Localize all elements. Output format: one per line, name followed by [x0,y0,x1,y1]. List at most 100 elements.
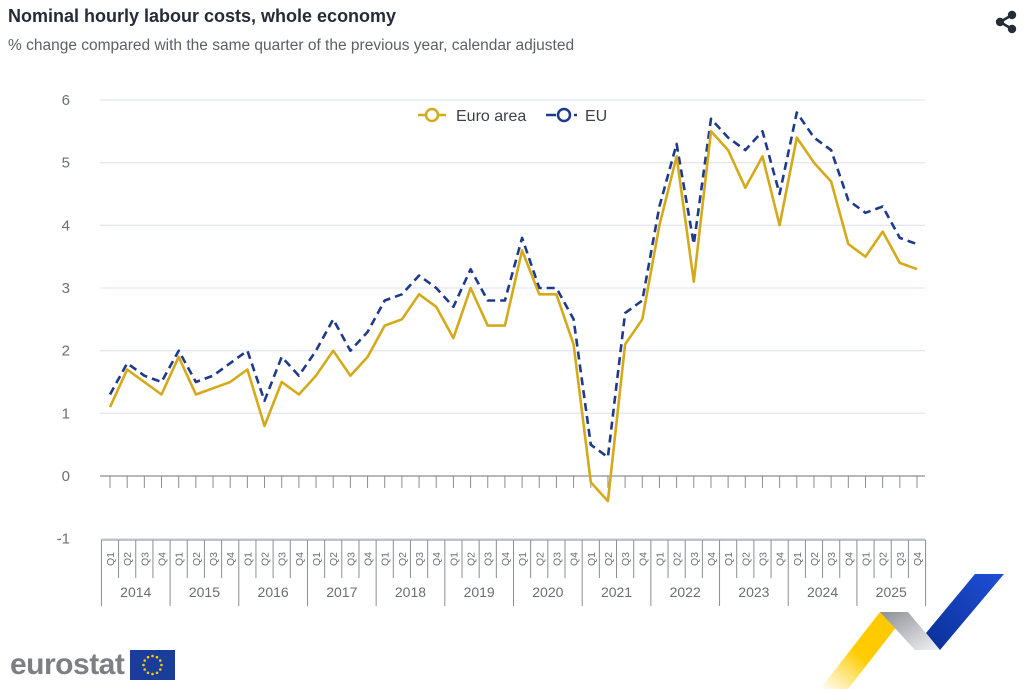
eurostat-logo[interactable]: eurostat [10,648,176,682]
data-point-eu[interactable] [380,296,390,306]
data-point-euro-area[interactable] [483,321,493,331]
data-point-eu[interactable] [878,202,888,212]
data-point-euro-area[interactable] [191,390,201,400]
data-point-eu[interactable] [500,296,510,306]
data-point-euro-area[interactable] [534,289,544,299]
data-point-eu[interactable] [431,283,441,293]
y-tick-label: 2 [62,343,70,360]
data-point-euro-area[interactable] [620,339,630,349]
y-axis: -1 0 1 2 3 4 5 6 [57,92,70,548]
data-point-euro-area[interactable] [448,333,458,343]
data-point-euro-area[interactable] [363,352,373,362]
data-point-eu[interactable] [225,358,235,368]
data-point-eu[interactable] [260,396,270,406]
data-point-euro-area[interactable] [208,383,218,393]
data-point-eu[interactable] [328,314,338,324]
data-point-eu[interactable] [208,371,218,381]
data-point-euro-area[interactable] [637,314,647,324]
data-point-euro-area[interactable] [397,314,407,324]
quarter-label: Q4 [569,552,581,566]
data-point-eu[interactable] [775,189,785,199]
data-point-eu[interactable] [792,108,802,118]
series-line-euro-area[interactable] [108,130,918,503]
data-point-euro-area[interactable] [328,346,338,356]
data-point-euro-area[interactable] [569,339,579,349]
data-point-euro-area[interactable] [775,220,785,230]
data-point-euro-area[interactable] [757,151,767,161]
data-point-euro-area[interactable] [105,402,115,412]
data-point-euro-area[interactable] [860,252,870,262]
quarter-label: Q2 [191,552,203,566]
data-point-eu[interactable] [414,270,424,280]
data-point-eu[interactable] [912,239,922,249]
data-point-euro-area[interactable] [277,377,287,387]
flag-star [156,671,159,675]
data-point-eu[interactable] [843,195,853,205]
data-point-euro-area[interactable] [500,321,510,331]
data-point-euro-area[interactable] [809,158,819,168]
data-point-eu[interactable] [397,289,407,299]
data-point-euro-area[interactable] [174,352,184,362]
data-point-eu[interactable] [448,302,458,312]
data-point-euro-area[interactable] [517,245,527,255]
data-point-eu[interactable] [294,371,304,381]
data-point-eu[interactable] [895,233,905,243]
y-tick-label: 4 [62,217,70,234]
data-point-euro-area[interactable] [654,220,664,230]
data-point-eu[interactable] [740,145,750,155]
series-line-eu[interactable] [108,111,918,459]
data-point-euro-area[interactable] [242,364,252,374]
eurostat-logo-text: eurostat [10,648,125,681]
data-point-eu[interactable] [706,114,716,124]
data-point-eu[interactable] [363,327,373,337]
quarter-label: Q4 [775,552,787,566]
data-point-eu[interactable] [483,296,493,306]
quarter-label: Q2 [603,552,615,566]
data-point-eu[interactable] [517,233,527,243]
legend[interactable]: Euro area EU [418,107,607,125]
data-point-euro-area[interactable] [689,277,699,287]
data-point-euro-area[interactable] [122,364,132,374]
data-point-euro-area[interactable] [157,390,167,400]
data-point-eu[interactable] [826,145,836,155]
data-point-eu[interactable] [345,346,355,356]
data-point-euro-area[interactable] [672,151,682,161]
data-point-euro-area[interactable] [311,371,321,381]
data-point-euro-area[interactable] [895,258,905,268]
data-point-eu[interactable] [672,139,682,149]
quarter-label: Q1 [311,552,323,566]
legend-item-eu[interactable]: EU [546,107,607,125]
data-point-eu[interactable] [757,126,767,136]
data-point-euro-area[interactable] [260,421,270,431]
data-point-eu[interactable] [809,133,819,143]
data-point-euro-area[interactable] [139,377,149,387]
data-point-euro-area[interactable] [466,283,476,293]
data-point-eu[interactable] [569,314,579,324]
data-point-euro-area[interactable] [414,289,424,299]
data-point-euro-area[interactable] [603,496,613,506]
data-point-euro-area[interactable] [225,377,235,387]
data-point-eu[interactable] [311,346,321,356]
data-point-eu[interactable] [620,308,630,318]
data-point-euro-area[interactable] [551,289,561,299]
data-point-eu[interactable] [860,208,870,218]
data-point-euro-area[interactable] [294,390,304,400]
data-point-euro-area[interactable] [431,302,441,312]
data-point-eu[interactable] [242,346,252,356]
data-point-euro-area[interactable] [345,371,355,381]
share-icon[interactable] [992,8,1020,36]
data-point-euro-area[interactable] [706,126,716,136]
data-point-eu[interactable] [277,352,287,362]
data-point-euro-area[interactable] [912,264,922,274]
data-point-euro-area[interactable] [792,133,802,143]
data-point-euro-area[interactable] [740,183,750,193]
data-point-euro-area[interactable] [380,321,390,331]
data-point-euro-area[interactable] [586,477,596,487]
data-point-eu[interactable] [723,133,733,143]
data-point-euro-area[interactable] [723,145,733,155]
data-point-euro-area[interactable] [878,227,888,237]
data-point-euro-area[interactable] [843,239,853,249]
legend-item-euro-area[interactable]: Euro area [418,107,526,125]
data-point-euro-area[interactable] [826,176,836,186]
data-point-eu[interactable] [466,264,476,274]
